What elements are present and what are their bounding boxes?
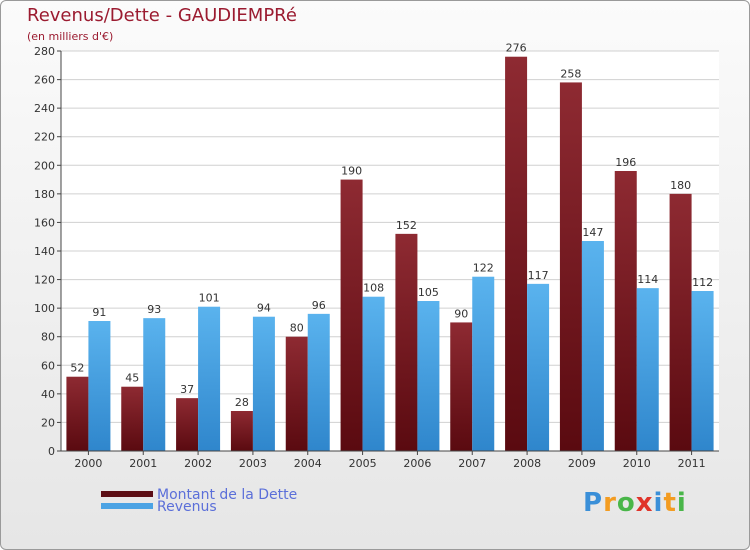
bar-debt	[230, 411, 253, 451]
x-tick-label: 2005	[349, 457, 377, 470]
bar-revenus	[636, 288, 659, 451]
bar-debt	[176, 398, 199, 451]
bar-revenus	[691, 291, 714, 451]
bar-revenus	[252, 316, 275, 451]
chart-title: Revenus/Dette - GAUDIEMPRé	[27, 5, 297, 26]
grid-lines	[61, 50, 719, 452]
bar-value-label: 101	[199, 292, 220, 305]
chart-subtitle: (en milliers d'€)	[27, 30, 114, 43]
bar-value-label: 45	[125, 372, 139, 385]
bar-value-label: 112	[692, 276, 713, 289]
y-axis: 0 20 40 60 80 100 120 140 160 180 200 220 240 260 280	[34, 45, 62, 458]
bar-debt	[669, 193, 692, 451]
bar-value-label: 114	[637, 273, 658, 286]
bar-value-label: 91	[92, 306, 106, 319]
y-tick-label: 0	[48, 445, 55, 458]
bar-value-label: 180	[670, 179, 691, 192]
y-tick-label: 260	[34, 74, 55, 87]
logo-letter: x	[635, 488, 654, 518]
bar-revenus	[88, 321, 111, 451]
legend-swatch-debt	[101, 491, 153, 497]
bar-value-label: 152	[396, 219, 417, 232]
bar-value-label: 147	[582, 226, 603, 239]
bar-value-label: 105	[418, 286, 439, 299]
bar-value-label: 117	[528, 269, 549, 282]
bar-value-label: 258	[560, 67, 581, 80]
y-tick-label: 220	[34, 131, 55, 144]
bar-revenus	[143, 318, 166, 451]
y-tick-label: 20	[41, 416, 55, 429]
bar-value-label: 276	[506, 42, 527, 55]
bar-value-label: 80	[290, 322, 304, 335]
logo-letter: r	[603, 488, 617, 518]
bar-revenus	[472, 276, 495, 451]
x-tick-label: 2009	[568, 457, 596, 470]
bar-value-label: 108	[363, 282, 384, 295]
y-tick-label: 40	[41, 388, 55, 401]
x-tick-label: 2010	[623, 457, 651, 470]
bar-debt	[340, 179, 363, 452]
bar-value-label: 28	[235, 396, 249, 409]
y-tick-label: 200	[34, 159, 55, 172]
legend-label-revenus: Revenus	[157, 499, 217, 515]
x-tick-label: 2000	[74, 457, 102, 470]
legend-swatch-revenus	[101, 503, 153, 509]
x-axis: 2000 2001 2002 2003 2004 2005 2006 2007 2008 2009…	[61, 450, 719, 470]
logo-letter: i	[676, 488, 687, 518]
y-tick-label: 160	[34, 216, 55, 229]
bar-value-label: 52	[70, 362, 84, 375]
bar-debt	[614, 171, 637, 451]
bar-value-label: 93	[147, 303, 161, 316]
logo-letter: P	[583, 488, 604, 518]
bar-revenus	[527, 283, 550, 451]
bar-value-label: 196	[615, 156, 636, 169]
bar-revenus	[198, 306, 221, 451]
logo-letter: t	[663, 488, 677, 518]
y-tick-label: 140	[34, 245, 55, 258]
x-tick-label: 2006	[403, 457, 431, 470]
x-tick-label: 2001	[129, 457, 157, 470]
legend-label-debt: Montant de la Dette	[157, 487, 298, 503]
bar-debt	[505, 56, 528, 451]
y-tick-label: 240	[34, 102, 55, 115]
bar-revenus	[417, 301, 440, 451]
y-tick-label: 80	[41, 331, 55, 344]
logo-letter: i	[653, 488, 664, 518]
bar-debt	[559, 82, 582, 451]
x-tick-label: 2002	[184, 457, 212, 470]
bar-revenus	[307, 313, 330, 451]
x-tick-label: 2004	[294, 457, 322, 470]
bar-value-label: 90	[454, 307, 468, 320]
x-tick-label: 2007	[458, 457, 486, 470]
y-tick-label: 280	[34, 45, 55, 58]
bar-value-label: 96	[312, 299, 326, 312]
x-tick-label: 2011	[678, 457, 706, 470]
bar-revenus	[581, 241, 604, 451]
y-tick-label: 100	[34, 302, 55, 315]
y-tick-label: 60	[41, 359, 55, 372]
proxiti-logo: Proxiti	[583, 488, 687, 518]
bars: 52 91 45 93 37 101 28 94 80 96 190 108 152 105 90 122 27…	[66, 42, 714, 452]
bar-revenus	[362, 296, 385, 451]
y-tick-label: 120	[34, 274, 55, 287]
bar-value-label: 122	[473, 262, 494, 275]
bar-debt	[121, 386, 144, 451]
bar-debt	[450, 322, 473, 451]
x-tick-label: 2003	[239, 457, 267, 470]
x-tick-label: 2008	[513, 457, 541, 470]
y-tick-label: 180	[34, 188, 55, 201]
bar-value-label: 37	[180, 383, 194, 396]
bar-debt	[285, 336, 308, 451]
logo-letter: o	[616, 488, 636, 518]
bar-debt	[66, 376, 89, 451]
bar-value-label: 94	[257, 302, 271, 315]
bar-value-label: 190	[341, 165, 362, 178]
bar-debt	[395, 233, 418, 451]
